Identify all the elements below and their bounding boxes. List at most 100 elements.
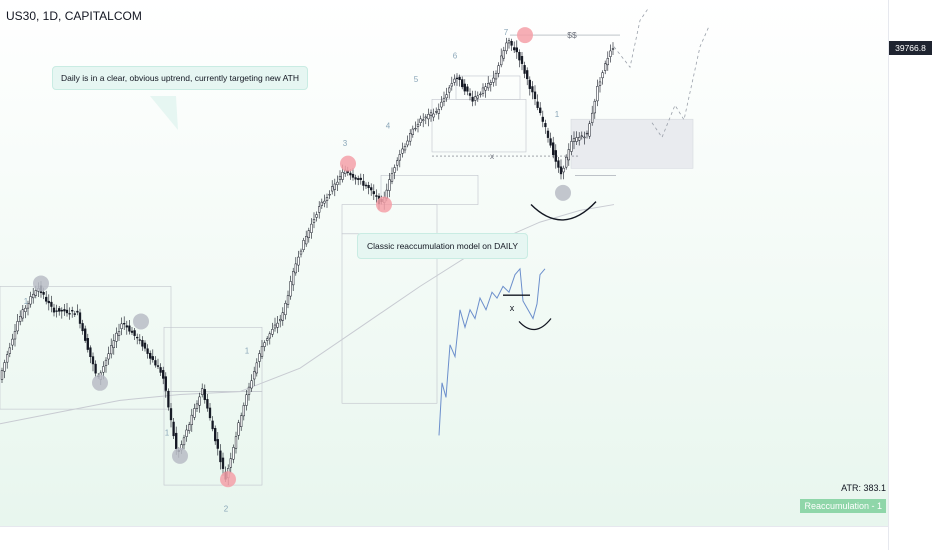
candle-body	[364, 184, 368, 187]
candle-body	[539, 107, 542, 114]
candle-body	[510, 40, 513, 46]
target-label: $$	[567, 30, 577, 40]
candle-body	[242, 405, 245, 417]
candle-body	[518, 51, 521, 61]
projection-path	[651, 26, 710, 139]
swing-marker	[220, 471, 236, 488]
candle-body	[42, 292, 45, 295]
candle-body	[128, 325, 131, 332]
candle-body	[146, 348, 149, 354]
candle-body	[276, 322, 279, 328]
candle-body	[523, 65, 526, 74]
candle-body	[0, 370, 4, 380]
candle-body	[94, 363, 97, 374]
candle-body	[601, 72, 604, 79]
reaccumulation-note[interactable]: Classic reaccumulation model on DAILY	[357, 233, 529, 259]
candle-body	[570, 141, 573, 152]
projection-path	[613, 8, 649, 69]
candle-body	[104, 359, 108, 366]
price-axis[interactable]	[888, 0, 932, 550]
candle-body	[143, 342, 147, 349]
candle-body	[112, 340, 115, 348]
candle-body	[302, 240, 305, 250]
mini-series-line	[438, 267, 546, 436]
candle-body	[65, 309, 69, 314]
candle-body	[445, 94, 448, 99]
candle-body	[492, 77, 495, 83]
candle-body	[401, 148, 404, 154]
structure-box	[0, 286, 172, 410]
candle-body	[151, 356, 154, 361]
candle-body	[19, 316, 22, 322]
candle-body	[479, 93, 482, 96]
candle-body	[159, 367, 162, 373]
candle-body	[505, 42, 508, 52]
candle-body	[422, 119, 425, 122]
candle-body	[572, 138, 576, 142]
candle-body	[533, 91, 537, 100]
candle-body	[362, 180, 365, 186]
candle-body	[284, 303, 287, 316]
candle-body	[13, 331, 17, 340]
candle-body	[442, 97, 446, 102]
candle-body	[6, 354, 9, 363]
candle-body	[562, 167, 565, 173]
candle-body	[396, 160, 399, 166]
candle-body	[214, 428, 217, 442]
candle-body	[549, 138, 552, 146]
candle-body	[76, 310, 79, 313]
candle-body	[552, 142, 555, 156]
candle-body	[450, 83, 453, 87]
candle-body	[416, 123, 420, 127]
candle-body	[580, 135, 583, 138]
candle-body	[286, 295, 290, 305]
candle-body	[138, 339, 141, 341]
candle-body	[289, 281, 292, 297]
candle-body	[117, 331, 121, 337]
candle-body	[328, 194, 331, 196]
candle-body	[175, 432, 178, 450]
candle-body	[546, 130, 550, 138]
candle-body	[370, 187, 373, 191]
candle-body	[541, 116, 544, 122]
candle-body	[305, 236, 308, 245]
candle-body	[237, 422, 240, 436]
candle-body	[585, 132, 589, 135]
wave-label: 6	[453, 51, 458, 60]
candle-body	[437, 109, 440, 114]
wave-label: 1	[165, 428, 170, 437]
candle-body	[195, 403, 199, 409]
candle-body	[206, 399, 209, 409]
candle-body	[609, 50, 612, 57]
candle-body	[515, 47, 518, 53]
candle-body	[341, 171, 344, 180]
candle-body	[325, 197, 329, 201]
candle-body	[372, 191, 375, 195]
candle-body	[203, 389, 206, 400]
wave-label: 1	[555, 110, 560, 119]
candle-body	[393, 167, 396, 173]
note-pointer	[150, 96, 178, 130]
candle-body	[247, 386, 251, 395]
candle-body	[255, 362, 258, 374]
candle-body	[136, 336, 139, 339]
candle-body	[253, 371, 256, 380]
candle-body	[294, 263, 297, 274]
candle-body	[162, 370, 165, 379]
candle-body	[120, 323, 123, 329]
candle-body	[71, 310, 74, 312]
candle-body	[484, 86, 487, 91]
candle-body	[58, 308, 61, 312]
candle-body	[461, 79, 464, 88]
time-axis[interactable]	[0, 526, 888, 551]
candle-body	[463, 83, 466, 92]
candle-body	[216, 439, 219, 449]
candle-body	[68, 313, 71, 315]
candle-body	[281, 312, 284, 321]
candle-body	[84, 328, 87, 341]
candle-body	[331, 186, 334, 192]
candle-body	[172, 421, 175, 437]
candle-body	[357, 178, 360, 180]
uptrend-note[interactable]: Daily is in a clear, obvious uptrend, cu…	[52, 66, 308, 90]
